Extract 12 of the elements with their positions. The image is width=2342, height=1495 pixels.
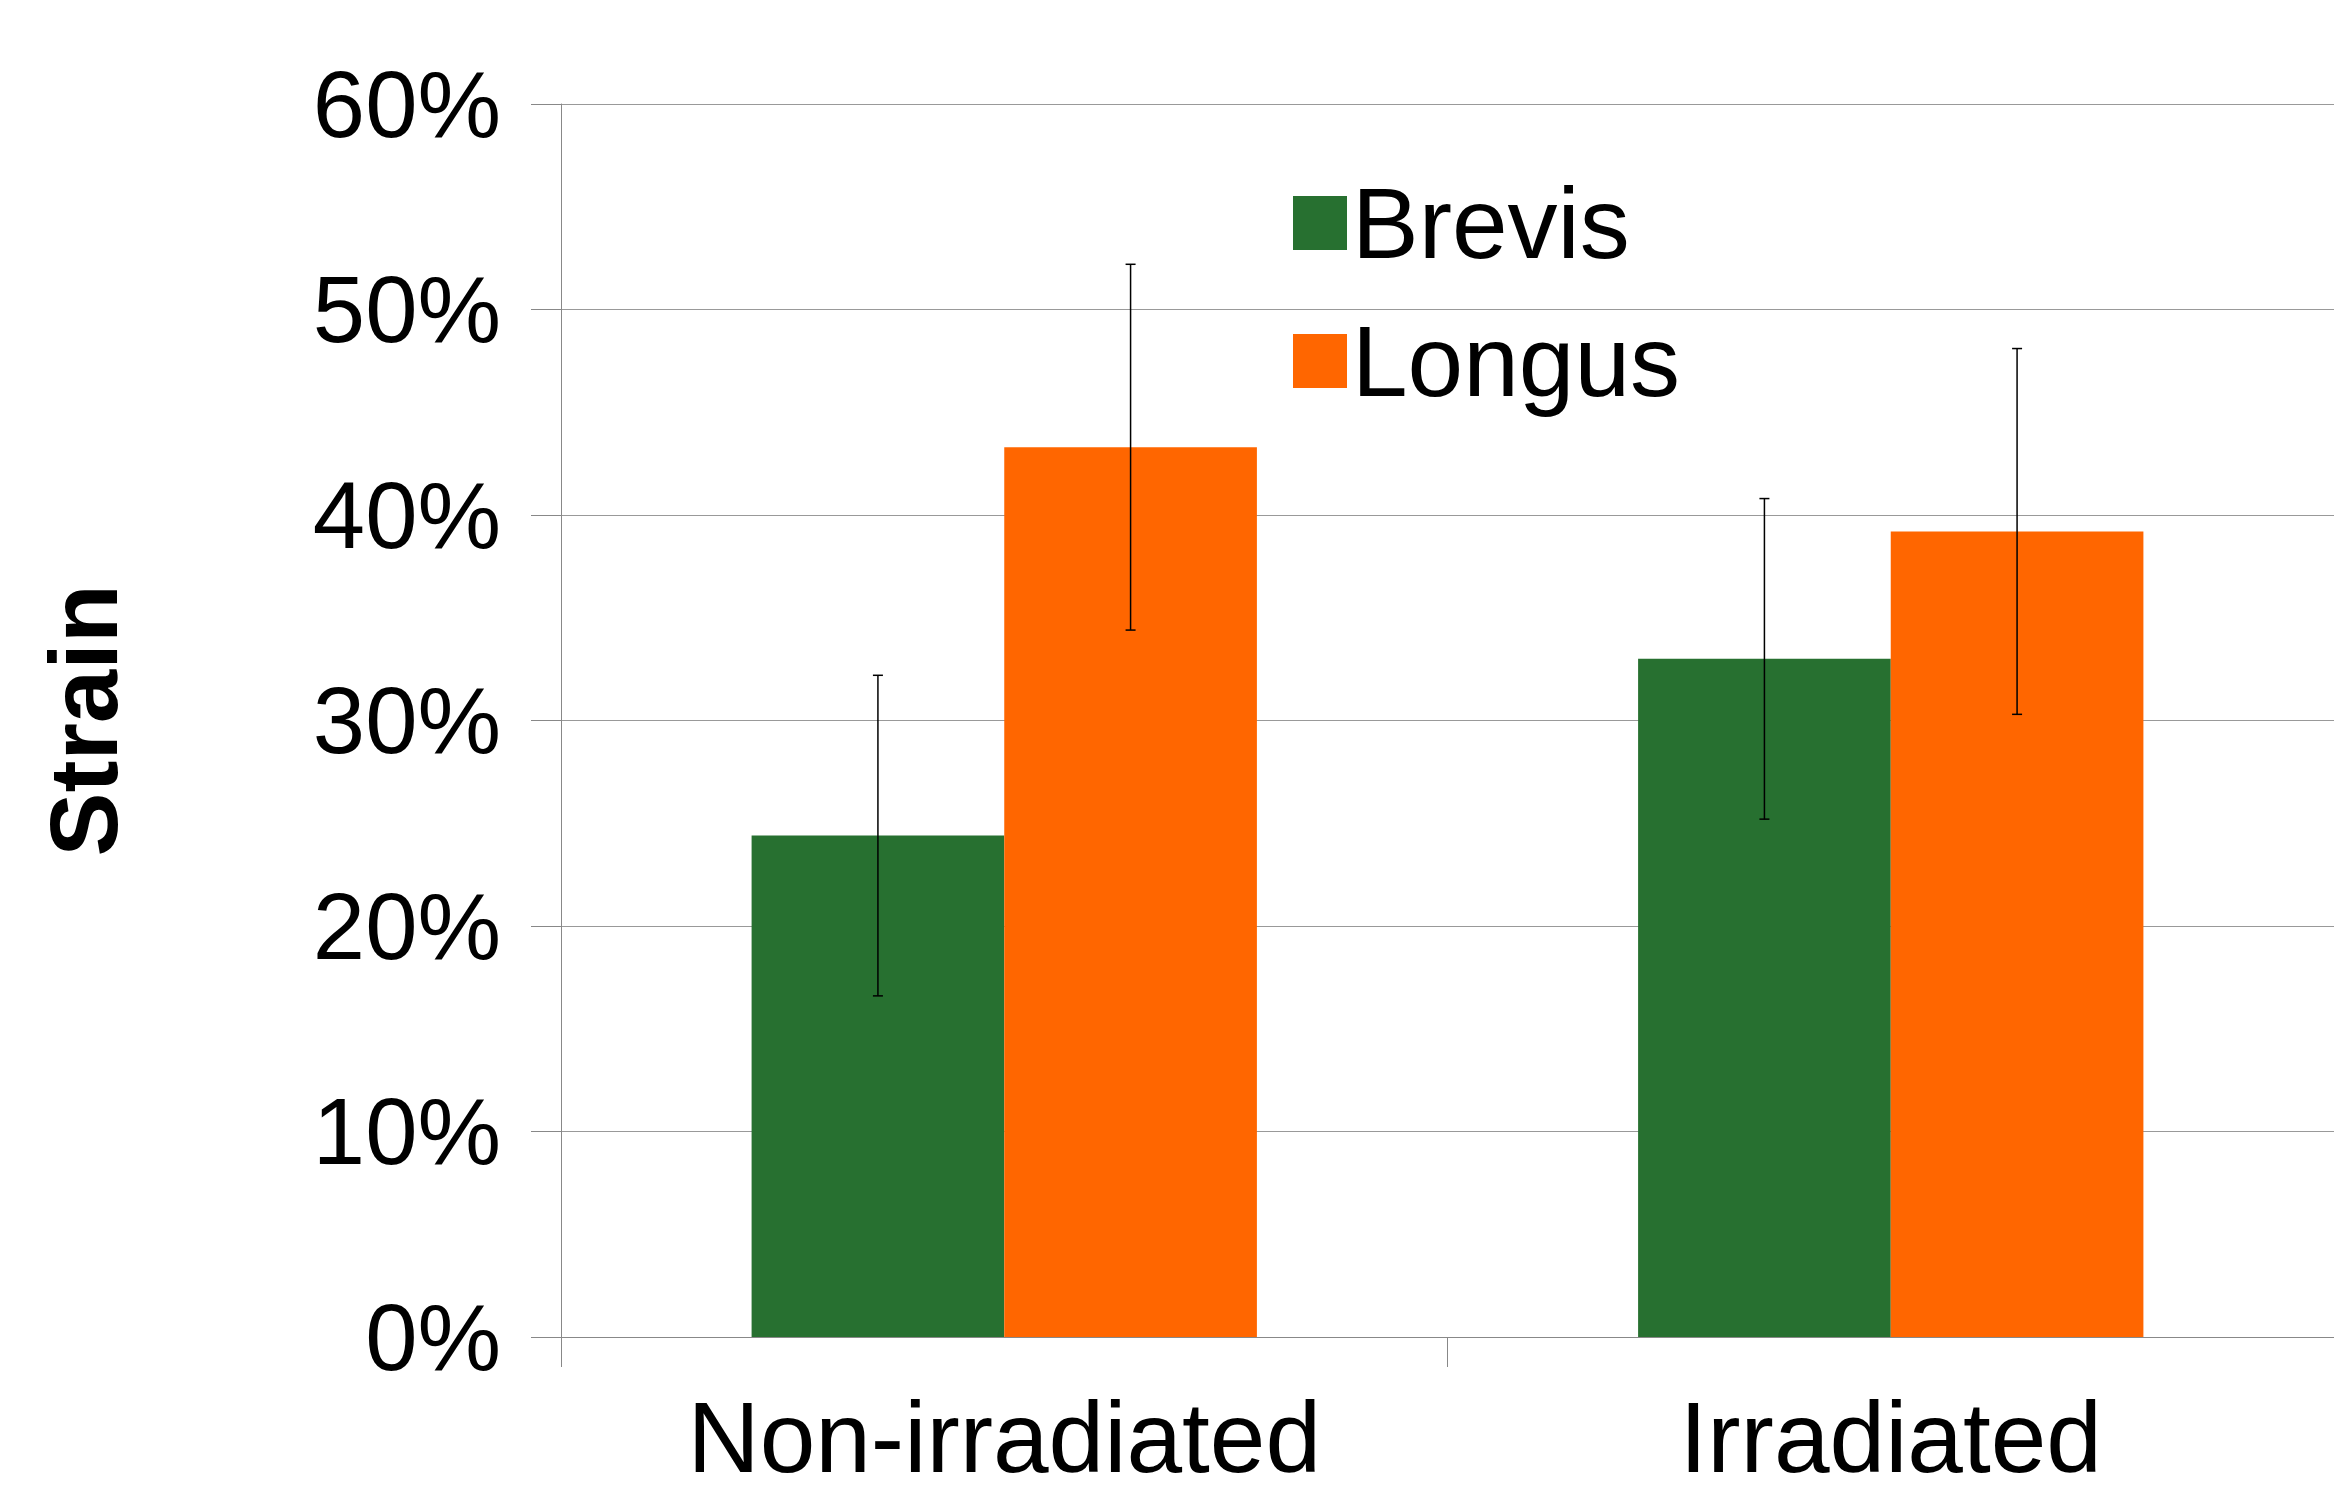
x-tick-label: Non-irradiated bbox=[687, 1381, 1322, 1493]
y-tick-label: 40% bbox=[312, 462, 501, 568]
y-tick-label: 10% bbox=[312, 1079, 501, 1184]
legend-label: Brevis bbox=[1352, 167, 1630, 279]
y-tick-label: 30% bbox=[312, 668, 501, 773]
y-axis-title: Strain bbox=[29, 584, 137, 857]
y-tick-label: 0% bbox=[365, 1284, 501, 1390]
y-tick-label: 20% bbox=[312, 873, 501, 979]
y-tick-label: 50% bbox=[312, 257, 501, 362]
legend-label: Longus bbox=[1352, 305, 1681, 417]
y-tick-label: 60% bbox=[312, 51, 501, 157]
x-tick-label: Irradiated bbox=[1679, 1381, 2102, 1493]
